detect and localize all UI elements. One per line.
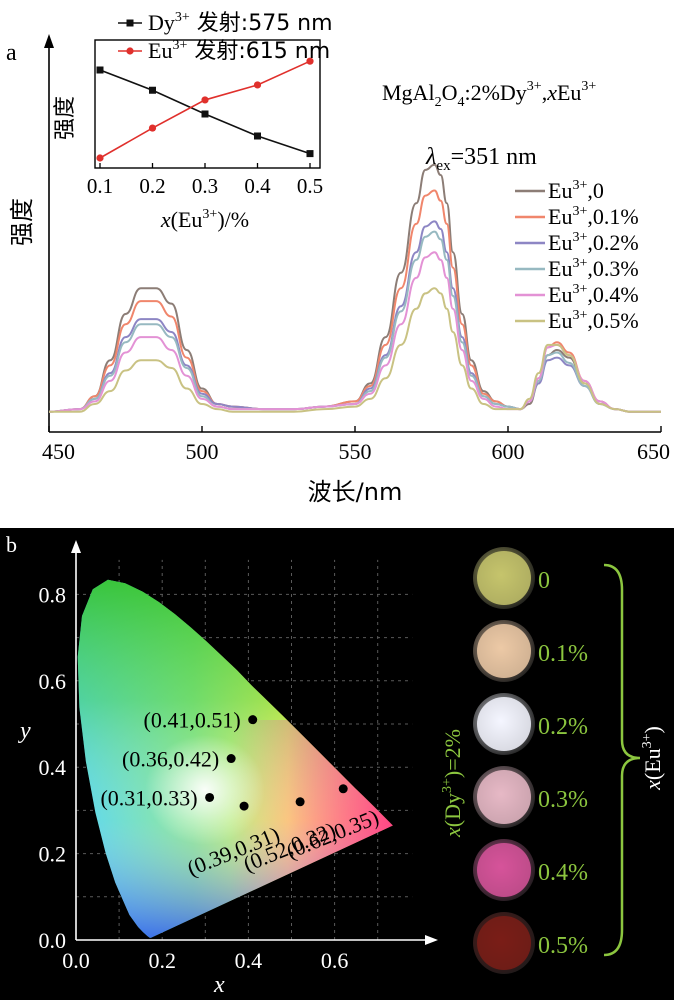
spectra-x-tick-label: 600 <box>492 439 525 464</box>
inset-point-eu <box>201 96 209 104</box>
inset-point-dy <box>306 150 314 158</box>
inset-x-tick-label: 0.2 <box>139 174 165 198</box>
spectrum-line <box>49 220 661 413</box>
cie-point <box>248 715 258 725</box>
spectrum-line <box>49 287 661 413</box>
cie-point <box>295 797 305 807</box>
eu-content-label: x(Eu3+) <box>640 726 665 791</box>
spectra-x-tick-label: 500 <box>186 439 219 464</box>
cie-y-tick-label: 0.4 <box>39 755 67 780</box>
excitation-label: λex=351 nm <box>425 144 537 174</box>
panel-a-label: a <box>6 40 17 66</box>
inset-chart: 强度 0.1 0.2 0.3 0.4 0.5 x(Eu3+)/% Dy3+ 发射:575… <box>53 10 333 232</box>
inset-point-eu <box>148 124 157 132</box>
legend-entry: Eu3+,0.5% <box>548 308 639 333</box>
sample-disk-face <box>477 916 531 970</box>
sample-label: 0.4% <box>538 860 588 886</box>
inset-x-tick-label: 0.4 <box>244 174 271 198</box>
spectrum-line <box>49 230 661 413</box>
cie-x-tick-label: 0.4 <box>235 948 263 973</box>
inset-point-dy <box>201 110 209 118</box>
cie-point-label: (0.31,0.33) <box>100 785 197 810</box>
inset-frame <box>94 39 321 169</box>
inset-point-eu <box>306 57 314 65</box>
cie-x-axis-arrow <box>425 935 438 945</box>
sample-label: 0.1% <box>538 641 588 667</box>
legend-entry: Eu3+,0.4% <box>548 282 639 307</box>
sample-label: 0.3% <box>538 787 588 813</box>
sample-label: 0.5% <box>538 933 588 959</box>
spectra-y-axis-arrow <box>44 34 54 48</box>
inset-point-eu <box>96 154 104 162</box>
cie-y-tick-label: 0.6 <box>39 669 67 694</box>
cie-point-label: (0.41,0.51) <box>144 708 241 733</box>
cie-point <box>226 754 236 764</box>
spectra-x-ticks: 450 500 550 600 650 <box>42 426 670 464</box>
cie-point <box>205 792 215 802</box>
compound-formula: MgAl2O4:2%Dy3+,xEu3+ <box>382 79 596 110</box>
inset-x-tick-label: 0.3 <box>192 174 218 198</box>
cie-y-tick-label: 0.2 <box>39 842 67 867</box>
cie-y-tick-label: 0.0 <box>39 928 67 953</box>
cie-x-tick-label: 0.6 <box>321 948 349 973</box>
inset-legend-marker <box>126 19 134 27</box>
cie-point-label: (0.36,0.42) <box>122 747 219 772</box>
spectrum-line <box>49 189 661 413</box>
spectra-y-label: 强度 <box>8 198 36 246</box>
cie-x-tick-label: 0.2 <box>148 948 176 973</box>
spectra-x-label: 波长/nm <box>308 478 403 506</box>
cie-axes: 0.0 0.2 0.4 0.6 0.0 0.2 0.4 0.6 0.8 <box>39 540 438 973</box>
inset-legend-entry: Dy3+ 发射:575 nm <box>148 10 333 36</box>
spectra-lines <box>49 163 661 413</box>
cie-point <box>239 801 249 811</box>
sample-disk-face <box>477 624 531 678</box>
spectra-x-tick-label: 550 <box>339 439 372 464</box>
inset-point-eu <box>253 81 262 89</box>
sample-disk-face <box>477 843 531 897</box>
cie-x-label: x <box>213 972 225 998</box>
dy-doping-label: x(Dy3+)=2% <box>440 729 465 838</box>
inset-x-ticks: 0.1 0.2 0.3 0.4 0.5 <box>87 163 323 198</box>
spectra-x-tick-label: 650 <box>637 439 670 464</box>
cie-white-point-glow <box>145 735 265 845</box>
inset-x-label: x(Eu3+)/% <box>160 207 249 232</box>
sample-disk-face <box>477 697 531 751</box>
spectra-x-tick-label: 450 <box>42 439 75 464</box>
cie-x-tick-label: 0.0 <box>62 948 90 973</box>
legend-entry: Eu3+,0.3% <box>548 256 639 281</box>
legend-entry: Eu3+,0.2% <box>548 230 639 255</box>
legend-entry: Eu3+,0 <box>548 178 604 203</box>
inset-legend-marker <box>126 47 134 55</box>
spectra-axes: 450 500 550 600 650 <box>42 34 670 464</box>
inset-legend-entry: Eu3+ 发射:615 nm <box>148 38 330 64</box>
sample-label: 0.2% <box>538 714 588 740</box>
cie-y-axis-arrow <box>71 540 81 553</box>
inset-series <box>96 57 314 162</box>
inset-point-dy <box>254 132 261 140</box>
panel-b: b 0.0 0.2 0.4 0.6 0.0 0.2 0.4 0.6 0.8 y x (0.41,… <box>0 528 674 1000</box>
inset-x-tick-label: 0.1 <box>87 174 113 198</box>
panel-a: a 450 500 550 600 650 强度 波长/nm MgAl2O4:2%Dy3… <box>6 10 670 506</box>
inset-point-dy <box>96 66 104 74</box>
inset-x-tick-label: 0.5 <box>297 174 323 198</box>
panel-b-label: b <box>6 532 17 557</box>
cie-ticks: 0.0 0.2 0.4 0.6 0.0 0.2 0.4 0.6 0.8 <box>39 582 349 973</box>
spectrum-line <box>49 163 661 413</box>
sample-photos: 0 0.1% 0.2% 0.3% 0.4% 0.5% <box>473 547 588 974</box>
cie-y-tick-label: 0.8 <box>39 582 67 607</box>
eu-content-bracket <box>603 563 641 957</box>
sample-disk-face <box>477 551 531 605</box>
legend-entry: Eu3+,0.1% <box>548 204 639 229</box>
inset-point-dy <box>149 86 156 94</box>
cie-y-label: y <box>18 718 31 744</box>
cie-point <box>338 784 348 794</box>
spectra-legend: Eu3+,0Eu3+,0.1%Eu3+,0.2%Eu3+,0.3%Eu3+,0.… <box>515 178 639 333</box>
sample-disk-face <box>477 770 531 824</box>
sample-label: 0 <box>538 568 550 594</box>
inset-y-label: 强度 <box>53 96 78 140</box>
